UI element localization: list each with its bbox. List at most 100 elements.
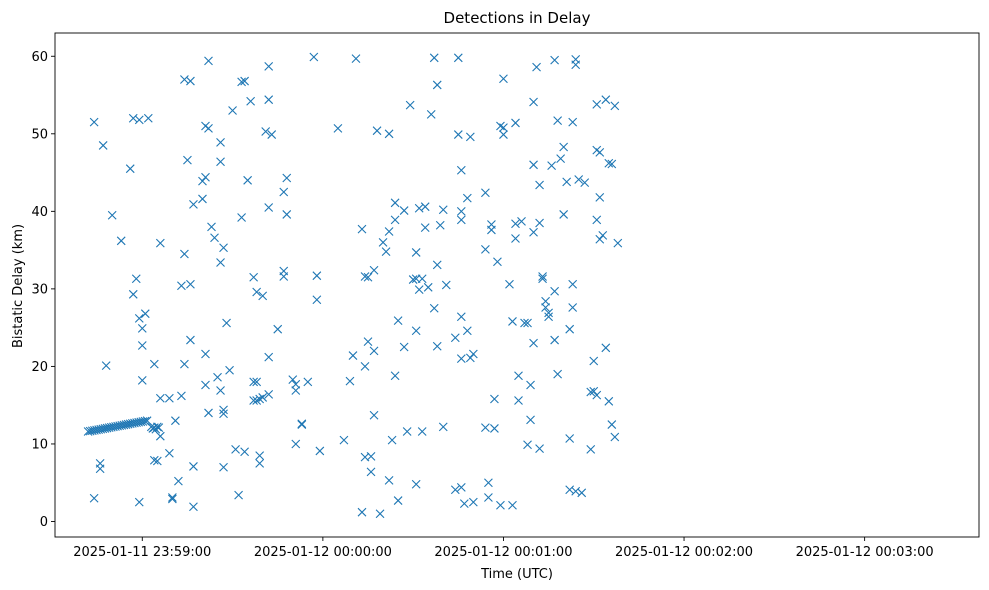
data-point-126	[264, 61, 274, 71]
y-tick-label-3: 30	[31, 282, 48, 297]
y-tick-label-4: 40	[31, 205, 48, 220]
data-points	[83, 52, 623, 519]
data-point-84	[204, 56, 213, 66]
data-point-60	[155, 238, 165, 248]
data-point-59	[155, 393, 165, 403]
data-point-42	[116, 236, 126, 246]
data-point-143	[312, 271, 322, 281]
data-point-112	[249, 272, 259, 282]
data-point-253	[535, 180, 544, 190]
y-tick-label-2: 20	[31, 360, 48, 375]
data-point-238	[511, 234, 520, 243]
data-point-46	[128, 289, 138, 299]
data-point-101	[228, 106, 237, 115]
data-point-276	[568, 303, 578, 312]
axes: 0 10 20 30 40 50 60 2025-01-11 23:59:00 2025-01-…	[31, 32, 980, 560]
data-point-139	[297, 420, 307, 429]
data-point-76	[189, 462, 198, 471]
data-point-48	[134, 313, 144, 323]
data-point-128	[273, 324, 283, 334]
data-point-206	[456, 312, 466, 322]
data-point-216	[468, 497, 478, 507]
data-point-131	[279, 266, 289, 276]
data-point-250	[529, 338, 538, 348]
data-point-109	[246, 96, 256, 106]
y-tick-label-0: 0	[40, 515, 48, 530]
data-point-102	[231, 444, 240, 454]
data-point-296	[601, 343, 611, 353]
data-point-303	[613, 238, 623, 248]
data-point-213	[462, 326, 472, 336]
data-point-179	[408, 275, 418, 284]
data-point-197	[435, 220, 445, 230]
data-point-300	[607, 420, 617, 429]
data-point-148	[348, 351, 358, 360]
data-point-237	[511, 118, 520, 128]
data-point-96	[219, 409, 228, 419]
data-point-89	[210, 233, 219, 243]
y-tick-label-1: 10	[31, 437, 48, 452]
data-point-51	[137, 341, 147, 350]
data-point-165	[381, 247, 391, 257]
data-point-288	[592, 390, 602, 400]
data-point-261	[547, 161, 557, 170]
data-point-152	[360, 362, 370, 371]
data-point-208	[456, 215, 466, 225]
data-point-298	[604, 158, 614, 168]
data-point-231	[499, 74, 508, 84]
data-point-170	[390, 371, 400, 381]
data-point-127	[267, 130, 277, 139]
data-point-151	[357, 507, 367, 517]
data-point-249	[529, 227, 538, 237]
data-point-115	[252, 287, 262, 297]
data-point-169	[387, 435, 397, 445]
data-point-291	[595, 148, 605, 157]
data-point-141	[309, 52, 319, 62]
data-point-239	[514, 371, 523, 381]
data-point-137	[291, 439, 301, 449]
data-point-108	[243, 175, 253, 185]
data-point-55	[149, 359, 159, 369]
data-point-263	[550, 335, 560, 345]
data-point-274	[568, 117, 578, 127]
data-point-262	[550, 286, 560, 296]
data-point-74	[186, 279, 195, 289]
y-tick-label-5: 50	[31, 127, 48, 142]
data-point-111	[249, 377, 259, 387]
data-point-234	[508, 317, 517, 326]
data-point-256	[538, 272, 547, 281]
data-point-225	[490, 394, 499, 404]
data-point-65	[171, 416, 180, 426]
x-axis-label: Time (UTC)	[480, 567, 553, 582]
data-point-43	[125, 164, 135, 174]
data-point-81	[201, 172, 210, 182]
data-point-124	[264, 389, 274, 399]
data-point-88	[207, 222, 216, 232]
data-point-39	[95, 458, 105, 468]
data-point-190	[423, 282, 433, 292]
data-point-196	[432, 341, 442, 351]
data-point-293	[595, 234, 605, 244]
data-point-68	[177, 281, 186, 291]
data-point-222	[484, 478, 493, 488]
data-point-228	[496, 500, 505, 510]
data-point-260	[544, 308, 553, 318]
data-point-178	[405, 100, 415, 110]
data-point-217	[468, 349, 478, 359]
data-point-204	[453, 53, 463, 63]
data-point-273	[565, 434, 575, 443]
data-point-164	[378, 237, 388, 247]
data-point-162	[372, 126, 382, 136]
data-point-203	[453, 130, 463, 139]
data-point-113	[252, 377, 262, 387]
data-point-264	[550, 55, 560, 65]
data-point-163	[375, 509, 385, 519]
data-point-285	[589, 386, 599, 396]
data-point-160	[369, 410, 379, 420]
data-point-64	[167, 493, 177, 502]
x-tick-label-2: 2025-01-12 00:01:00	[434, 545, 572, 560]
data-point-168	[384, 227, 394, 236]
data-point-282	[580, 178, 590, 188]
data-point-36	[89, 117, 99, 127]
